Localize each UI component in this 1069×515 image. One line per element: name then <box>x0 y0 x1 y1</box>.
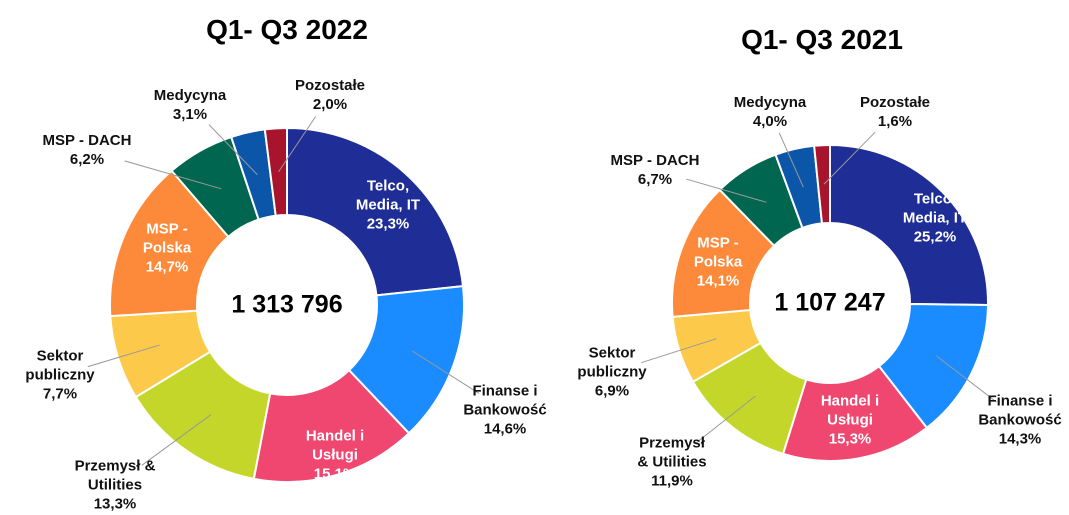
data-label: MSP - Polska 14,1% <box>694 234 742 291</box>
data-label: Przemysł & Utilities 11,9% <box>637 434 706 491</box>
value-label: 14,6% <box>483 420 527 438</box>
data-label: Handel i Usługi 15,3% <box>821 392 879 449</box>
center-total: 1 313 796 <box>231 290 343 319</box>
data-label: Pozostałe 1,6% <box>860 93 930 131</box>
value-label: 6,2% <box>69 151 105 168</box>
category-label: Finanse i Bankowość <box>978 392 1062 429</box>
category-label: Przemysł & Utilities <box>637 434 707 471</box>
category-label: MSP - Polska <box>693 234 743 271</box>
value-label: 15,3% <box>828 430 872 448</box>
value-label: 11,9% <box>651 472 693 490</box>
category-label: Handel i Usługi <box>305 427 365 464</box>
value-label: 23,3% <box>366 215 410 233</box>
leader-line <box>823 131 876 185</box>
value-label: 25,2% <box>913 228 957 246</box>
category-label: MSP - Polska <box>142 220 192 257</box>
category-label: Finanse i Bankowość <box>463 382 547 419</box>
category-label: Medycyna <box>733 94 807 111</box>
leader-line <box>778 132 804 188</box>
center-total: 1 107 247 <box>774 288 886 317</box>
value-label: 2,0% <box>312 96 348 113</box>
donut-segment <box>813 143 831 225</box>
donut-segment <box>829 143 989 306</box>
leader-line <box>695 395 756 444</box>
category-label: Pozostałe <box>294 77 366 94</box>
category-label: Sektor publiczny <box>25 347 95 384</box>
chart-title: Q1- Q3 2021 <box>741 24 903 55</box>
data-label: Finanse i Bankowość 14,6% <box>463 382 546 439</box>
data-label: Przemysł & Utilities 13,3% <box>75 457 156 514</box>
value-label: 13,3% <box>93 495 137 513</box>
data-label: MSP - DACH 6,2% <box>43 131 132 169</box>
data-label: Sektor publiczny 6,9% <box>577 344 646 401</box>
category-label: Sektor publiczny <box>577 344 647 381</box>
value-label: 6,9% <box>594 382 630 400</box>
category-label: Handel i Usługi <box>820 392 880 429</box>
data-label: Telco, Media, IT 23,3% <box>356 177 420 234</box>
leader-line <box>936 355 997 403</box>
data-label: MSP - DACH 6,7% <box>611 151 700 189</box>
category-label: MSP - DACH <box>42 132 132 149</box>
leader-line <box>141 414 212 466</box>
value-label: 3,1% <box>172 106 208 123</box>
value-label: 6,7% <box>637 171 673 188</box>
category-label: Telco, Media, IT <box>902 190 968 227</box>
leader-line <box>412 350 480 394</box>
data-label: Medycyna 4,0% <box>734 93 807 131</box>
leader-line <box>641 338 717 364</box>
donut-segment <box>252 368 411 483</box>
category-label: Przemysł & Utilities <box>74 457 156 494</box>
leader-line <box>208 124 258 176</box>
value-label: 1,6% <box>877 113 913 130</box>
category-label: Medycyna <box>153 87 227 104</box>
data-label: Telco, Media, IT 25,2% <box>903 190 967 247</box>
category-label: Telco, Media, IT <box>355 177 421 214</box>
value-label: 7,7% <box>42 385 78 403</box>
leader-line <box>686 178 767 203</box>
leader-line <box>278 116 317 173</box>
data-label: Finanse i Bankowość 14,3% <box>978 392 1061 449</box>
value-label: 4,0% <box>752 113 788 130</box>
data-label: Handel i Usługi 15,1% <box>306 427 364 484</box>
data-label: Sektor publiczny 7,7% <box>25 347 94 404</box>
value-label: 15,1% <box>313 465 357 483</box>
data-label: Medycyna 3,1% <box>154 86 227 124</box>
donut-segment <box>263 126 288 217</box>
data-label: Pozostałe 2,0% <box>295 76 365 114</box>
category-label: MSP - DACH <box>610 152 700 169</box>
donut-segment <box>286 126 465 297</box>
chart-title: Q1- Q3 2022 <box>206 14 368 45</box>
value-label: 14,3% <box>998 430 1042 448</box>
value-label: 14,1% <box>696 272 740 290</box>
leader-line <box>124 160 222 190</box>
value-label: 14,7% <box>145 258 189 276</box>
category-label: Pozostałe <box>859 94 931 111</box>
data-label: MSP - Polska 14,7% <box>143 220 191 277</box>
leader-line <box>87 344 160 368</box>
